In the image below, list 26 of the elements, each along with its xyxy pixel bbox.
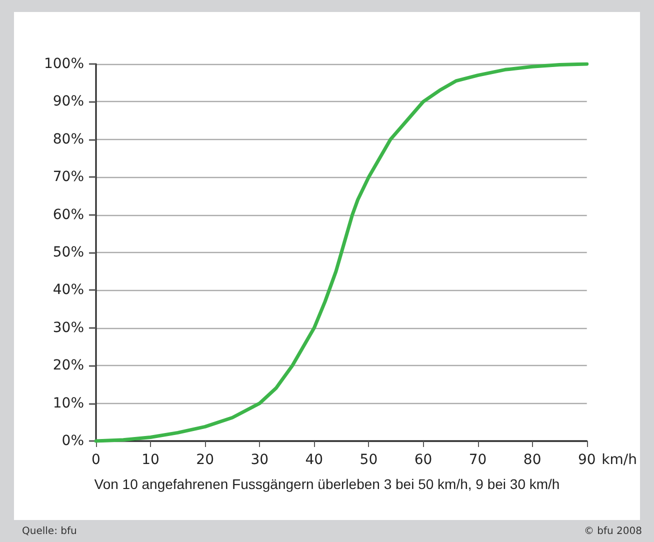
y-tick-label: 40% [52, 282, 84, 298]
y-tick-label: 70% [52, 169, 84, 186]
text: Von 10 angefahrenen Fussgängern überleben 3 bei 50 km/h, 9 bei 30 km/h [93, 476, 561, 492]
y-tick-label: 10% [52, 395, 84, 412]
x-tick-label: 10 [142, 452, 160, 468]
source-note: Quelle: bfu [22, 526, 77, 537]
x-tick-label: 60 [414, 452, 432, 468]
text: © bfu 2008 [584, 526, 642, 537]
y-tick-label: 90% [52, 94, 84, 110]
y-tick-label: 0% [62, 433, 84, 449]
x-tick-label: 0 [92, 452, 100, 468]
x-axis-title: km/h [602, 452, 638, 468]
y-tick-label: 20% [52, 358, 84, 374]
x-tick-label: 40 [305, 452, 324, 468]
y-tick-label: 50% [52, 244, 84, 260]
y-tick-label: 60% [52, 206, 84, 223]
x-tick-label: 70 [468, 452, 487, 468]
x-tick-label: 20 [196, 452, 214, 468]
y-tick-label: 30% [52, 320, 84, 336]
x-tick-label: 90 [578, 452, 596, 468]
y-tick-label: 80% [52, 131, 84, 148]
line-series [94, 62, 589, 443]
y-tick-label: 100% [44, 56, 84, 72]
x-tick-label: 50 [360, 452, 378, 468]
x-tick-label: 80 [523, 452, 542, 468]
x-tick-label: 30 [250, 452, 269, 468]
